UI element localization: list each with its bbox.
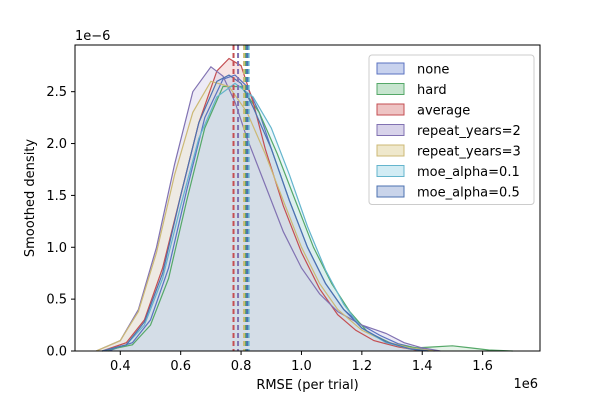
density-line-repeat-years-2 xyxy=(95,65,441,352)
legend-frame xyxy=(368,54,535,205)
mean-lines xyxy=(232,45,250,351)
y-tick-label: 1.5 xyxy=(46,189,67,204)
legend-label-hard: hard xyxy=(417,83,447,98)
legend-swatch-none xyxy=(376,62,405,75)
y-tick-label: 0.5 xyxy=(46,293,67,308)
legend-swatch-hard xyxy=(376,83,405,95)
legend-swatch-moe-alpha-0-5 xyxy=(376,185,405,198)
y-tick-label: 2.0 xyxy=(46,137,67,152)
x-tick-label: 0.8 xyxy=(231,359,252,374)
density-fill-moe-alpha-0-1 xyxy=(102,83,429,352)
x-axis-multiplier: 1e6 xyxy=(513,377,538,392)
density-line-average xyxy=(102,57,423,352)
y-tick-label: 2.5 xyxy=(46,85,67,100)
density-line-hard xyxy=(102,85,513,352)
x-tick-label: 0.6 xyxy=(170,359,191,374)
density-fill-repeat-years-3 xyxy=(96,81,435,352)
legend-swatch-moe-alpha-0-1 xyxy=(376,165,405,177)
density-fill-average xyxy=(102,58,423,351)
legend-label-none: none xyxy=(417,63,449,78)
density-fills xyxy=(96,58,513,352)
legend-swatch-repeat-years-3 xyxy=(376,144,405,157)
legend-label-moe-alpha-0-1: moe_alpha=0.1 xyxy=(417,165,520,180)
plot-frame xyxy=(74,44,541,352)
density-fill-hard xyxy=(102,86,513,351)
density-fill-none xyxy=(108,75,435,351)
y-tick-label: 0.0 xyxy=(46,345,67,360)
legend: none hard average repeat_years=2 repeat_year… xyxy=(368,54,535,205)
density-fill-repeat-years-2 xyxy=(96,66,441,352)
x-tick-label: 0.4 xyxy=(110,359,131,374)
legend-label-repeat-years-2: repeat_years=2 xyxy=(417,124,521,139)
density-line-moe-alpha-0-5 xyxy=(102,74,429,352)
legend-label-moe-alpha-0-5: moe_alpha=0.5 xyxy=(417,186,520,201)
legend-label-repeat-years-3: repeat_years=3 xyxy=(417,145,521,160)
y-axis-label: Smoothed density xyxy=(23,139,38,258)
x-tick-label: 1.4 xyxy=(412,359,433,374)
density-lines xyxy=(95,57,513,352)
density-line-none xyxy=(108,74,435,352)
x-tick-label: 1.2 xyxy=(352,359,373,374)
density-line-repeat-years-3 xyxy=(95,80,435,352)
x-axis-ticks: 0.4 0.6 0.8 1.0 1.2 1.4 1.6 xyxy=(110,351,493,374)
density-fill-moe-alpha-0-5 xyxy=(102,75,429,351)
x-tick-label: 1.6 xyxy=(472,359,493,374)
legend-swatch-average xyxy=(376,103,405,116)
x-axis-label: RMSE (per trial) xyxy=(256,378,358,393)
y-axis-ticks: 0.0 0.5 1.0 1.5 2.0 2.5 xyxy=(46,85,75,360)
y-tick-label: 1.0 xyxy=(46,241,67,256)
legend-swatch-repeat-years-2 xyxy=(376,124,405,136)
x-tick-label: 1.0 xyxy=(291,359,312,374)
y-axis-multiplier: 1e−6 xyxy=(75,29,110,44)
legend-label-average: average xyxy=(417,104,470,119)
